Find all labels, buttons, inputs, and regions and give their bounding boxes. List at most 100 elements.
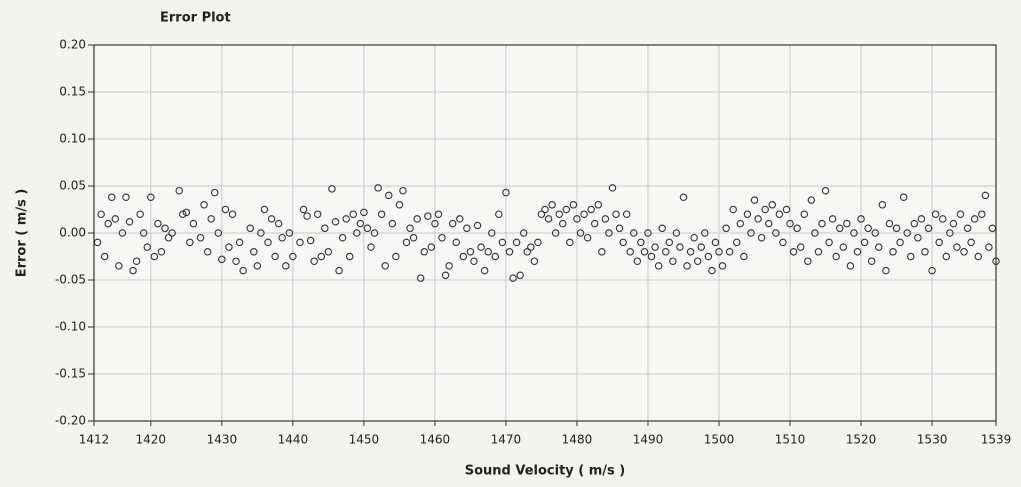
point	[530, 257, 539, 265]
point	[555, 210, 563, 218]
point	[899, 193, 908, 202]
point	[807, 196, 816, 204]
point	[910, 219, 919, 228]
point	[711, 238, 720, 247]
point	[381, 262, 389, 270]
point	[374, 184, 382, 192]
point	[850, 229, 858, 237]
point	[438, 233, 446, 242]
point	[274, 219, 283, 228]
point	[214, 229, 223, 237]
point	[285, 229, 294, 237]
point	[342, 215, 350, 223]
point	[271, 252, 279, 261]
point	[605, 229, 613, 237]
plot-frame	[93, 44, 997, 422]
point	[736, 219, 745, 228]
point	[619, 238, 627, 247]
point	[839, 243, 848, 251]
point	[750, 196, 759, 204]
point	[445, 262, 453, 270]
point	[541, 205, 549, 214]
point	[853, 248, 862, 256]
point	[892, 224, 901, 233]
point	[221, 205, 230, 214]
point	[747, 229, 755, 237]
x-tick-label: 1470	[491, 433, 522, 447]
point	[956, 210, 965, 218]
point	[917, 215, 926, 223]
point	[551, 229, 560, 237]
point	[377, 210, 386, 218]
point	[580, 210, 588, 218]
point	[306, 236, 315, 245]
point	[598, 248, 606, 256]
point	[733, 238, 741, 247]
point	[321, 224, 329, 233]
point	[548, 201, 556, 209]
point	[303, 212, 311, 220]
point	[345, 252, 354, 261]
y-tick-label: -0.20	[55, 414, 86, 428]
point	[647, 252, 656, 261]
point	[409, 233, 418, 242]
point	[427, 243, 436, 251]
point	[793, 224, 801, 233]
point	[161, 224, 169, 233]
point	[125, 217, 134, 226]
point	[349, 210, 357, 218]
point	[402, 238, 411, 247]
point	[186, 238, 194, 247]
point	[331, 217, 340, 226]
point	[452, 238, 460, 247]
x-tick-label: 1510	[775, 433, 806, 447]
point	[118, 229, 127, 237]
point	[203, 248, 212, 256]
point	[328, 185, 336, 193]
point	[157, 248, 166, 256]
y-tick-label: 0.20	[59, 38, 86, 52]
point	[232, 257, 240, 265]
x-tick-label: 1480	[562, 433, 593, 447]
point	[470, 257, 478, 265]
point	[164, 233, 173, 242]
point	[970, 215, 979, 223]
point	[225, 243, 233, 251]
point	[754, 215, 762, 223]
point	[651, 243, 659, 251]
point	[967, 238, 975, 247]
point	[434, 210, 443, 218]
point	[633, 257, 642, 265]
x-tick-label: 1530	[917, 433, 948, 447]
point	[796, 243, 805, 251]
point	[821, 186, 830, 195]
point	[487, 229, 496, 237]
y-tick-label: 0.15	[59, 85, 86, 99]
y-tick-label: -0.15	[55, 367, 86, 381]
point	[846, 262, 855, 270]
point	[338, 233, 347, 242]
point	[789, 248, 798, 256]
point	[463, 224, 471, 233]
point	[296, 238, 304, 247]
point	[740, 252, 748, 261]
point	[953, 243, 961, 251]
y-tick-label: -0.10	[55, 320, 86, 334]
y-axis-label: Error ( m/s )	[15, 189, 30, 278]
point	[441, 271, 450, 280]
point	[693, 257, 702, 265]
point	[278, 233, 286, 242]
point	[527, 243, 535, 251]
x-tick-label: 1440	[278, 433, 309, 447]
point	[150, 252, 159, 261]
x-tick-label: 1460	[420, 433, 451, 447]
point	[637, 238, 645, 247]
point	[132, 257, 141, 265]
point	[175, 186, 183, 195]
point	[384, 191, 393, 200]
x-tick-label: 1412	[79, 433, 110, 447]
point	[814, 248, 823, 256]
chart-title: Error Plot	[160, 11, 231, 26]
point	[519, 229, 528, 237]
point	[818, 219, 826, 228]
